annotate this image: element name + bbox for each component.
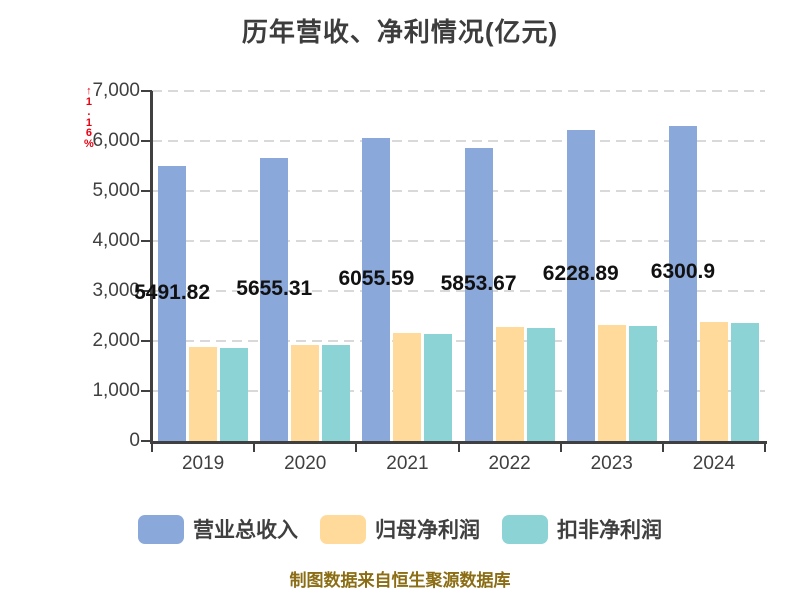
x-axis-line [150, 441, 767, 444]
bar-revenue-2022 [464, 148, 493, 441]
y-axis-tick [141, 290, 152, 292]
bar-revenue-2019 [158, 166, 187, 441]
gridline [152, 140, 765, 142]
x-axis-label-2021: 2021 [386, 453, 429, 474]
gridline [152, 190, 765, 192]
y-axis-label: 0 [129, 430, 140, 451]
y-axis-tick [141, 90, 152, 92]
watermark-char: . [87, 106, 91, 118]
y-axis-label: 2,000 [92, 330, 140, 351]
revenue-value-label-2022: 5853.67 [440, 271, 517, 295]
legend-label-revenue: 营业总收入 [193, 519, 298, 542]
y-axis-tick [141, 390, 152, 392]
y-axis-label: 1,000 [92, 380, 140, 401]
legend-item-net-profit: 归母净利润 [320, 514, 480, 544]
bar-deducted-net-profit-2023 [628, 325, 657, 441]
bar-net-profit-2019 [189, 347, 218, 441]
legend-swatch-deducted-net-profit [502, 514, 548, 544]
x-axis-tick [457, 444, 460, 452]
x-axis-label-2019: 2019 [181, 453, 225, 474]
x-axis-tick [661, 444, 664, 452]
bar-deducted-net-profit-2024 [730, 322, 759, 441]
watermark-char: % [84, 137, 94, 150]
y-axis-label: 6,000 [92, 130, 140, 151]
y-axis-label: 7,000 [92, 80, 140, 101]
legend-swatch-revenue [138, 514, 184, 544]
bar-group-2020: 5655.31 [236, 91, 356, 441]
watermark-char: ↑ [86, 85, 92, 97]
yoy-growth-watermark: ↑ 1. 1 6% [84, 86, 94, 149]
legend-item-deducted-net-profit: 扣非净利润 [502, 514, 662, 544]
bar-revenue-2021 [362, 138, 391, 441]
bar-revenue-2023 [566, 129, 595, 441]
x-axis-tick [764, 444, 766, 452]
legend-item-revenue: 营业总收入 [138, 514, 298, 544]
bar-net-profit-2022 [495, 327, 524, 441]
bar-group-2024: 6300.9 [651, 91, 765, 441]
bar-net-profit-2023 [597, 325, 626, 441]
watermark-char: 1 [85, 116, 92, 129]
revenue-value-label-2023: 6228.89 [542, 262, 619, 286]
x-axis-tick [559, 444, 562, 452]
bar-group-2021: 6055.59 [338, 91, 458, 441]
revenue-value-label-2019: 5491.82 [134, 280, 211, 304]
bar-revenue-2020 [260, 158, 289, 441]
watermark-char: 6 [85, 127, 92, 139]
x-axis-label-2020: 2020 [284, 453, 327, 474]
y-axis-tick [141, 140, 152, 142]
y-axis-label: 4,000 [92, 230, 140, 251]
y-axis-tick [141, 440, 152, 442]
legend-swatch-net-profit [320, 514, 366, 544]
y-axis-line [150, 91, 153, 444]
x-axis-tick [253, 444, 256, 452]
y-axis-tick [141, 190, 152, 192]
watermark-char: 1 [85, 95, 92, 108]
bar-net-profit-2021 [393, 332, 422, 441]
bar-group-2023: 6228.89 [543, 91, 663, 441]
legend-label-net-profit: 归母净利润 [375, 519, 480, 542]
gridline [152, 390, 765, 392]
legend-label-deducted-net-profit: 扣非净利润 [557, 519, 662, 542]
chart-title: 历年营收、净利情况(亿元) [241, 17, 559, 47]
x-axis-label-2024: 2024 [692, 453, 736, 474]
y-axis-label: 3,000 [92, 280, 140, 301]
gridline [152, 340, 765, 342]
x-axis-label-2023: 2023 [590, 453, 633, 474]
bar-deducted-net-profit-2019 [220, 347, 249, 441]
bar-net-profit-2024 [699, 322, 728, 441]
y-axis-tick [141, 240, 152, 242]
revenue-value-label-2024: 6300.9 [650, 260, 716, 284]
y-axis-label: 5,000 [92, 180, 140, 201]
gridline [152, 240, 765, 242]
revenue-value-label-2021: 6055.59 [338, 266, 415, 290]
bar-deducted-net-profit-2021 [424, 334, 453, 441]
bar-deducted-net-profit-2020 [322, 344, 351, 441]
bar-net-profit-2020 [291, 344, 320, 441]
y-axis-tick [141, 340, 152, 342]
bar-group-2019: 5491.82 [134, 91, 254, 441]
gridline [152, 90, 765, 92]
bar-revenue-2024 [668, 125, 697, 441]
source-note: 制图数据来自恒生聚源数据库 [289, 571, 511, 590]
gridline [152, 290, 765, 292]
x-axis-tick [355, 444, 358, 452]
x-axis-label-2022: 2022 [488, 453, 531, 474]
bar-deducted-net-profit-2022 [526, 327, 555, 441]
x-axis-tick [151, 444, 153, 452]
legend: 营业总收入 归母净利润 扣非净利润 [0, 514, 800, 544]
revenue-value-label-2020: 5655.31 [236, 276, 313, 300]
bar-group-2022: 5853.67 [441, 91, 561, 441]
